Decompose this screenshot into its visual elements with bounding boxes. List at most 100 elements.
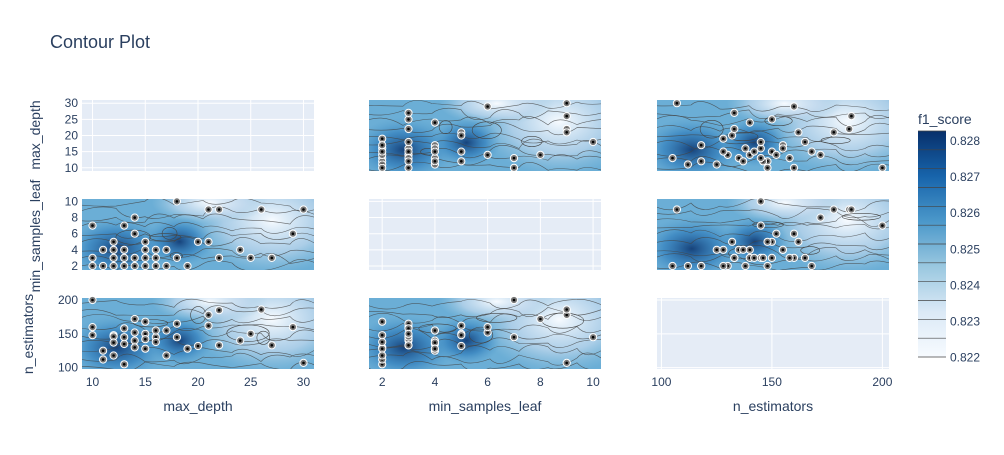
trial-point-center	[730, 240, 734, 244]
trial-point-center	[101, 358, 105, 361]
trial-point-center	[291, 232, 295, 235]
trial-point-center	[881, 166, 884, 170]
trial-point-center	[810, 264, 813, 268]
y-tick-label: 4	[71, 243, 78, 257]
trial-point-center	[91, 298, 94, 302]
trial-point-center	[238, 339, 242, 342]
trial-point-center	[122, 264, 126, 268]
trial-point-center	[819, 216, 822, 219]
trial-point-center	[380, 354, 384, 357]
trial-point-center	[433, 329, 437, 332]
y-axis-title: min_samples_leaf	[27, 179, 43, 292]
trial-point-center	[122, 248, 126, 252]
y-axis-title: n_estimators	[20, 294, 36, 374]
trial-point-center	[803, 140, 807, 144]
trial-point-center	[759, 200, 763, 203]
contour-line	[256, 330, 271, 345]
trial-point-center	[460, 160, 463, 163]
trial-point-center	[101, 264, 105, 268]
x-tick-label: 15	[139, 375, 153, 389]
y-tick-label: 100	[58, 361, 78, 375]
trial-point-center	[380, 333, 384, 337]
contour-fill	[82, 199, 314, 270]
contour-line	[657, 207, 889, 219]
x-tick-label: 30	[297, 375, 311, 389]
x-tick-label: 150	[762, 375, 782, 389]
contour-line	[82, 305, 314, 317]
colorbar-tick-label: 0.824	[950, 278, 980, 292]
contour-line	[657, 222, 889, 230]
trial-point-center	[722, 137, 725, 140]
trial-point-center	[770, 150, 774, 153]
trial-point-center	[217, 256, 221, 260]
trial-point-center	[207, 240, 210, 244]
trial-point-center	[112, 248, 115, 252]
trial-point-center	[686, 264, 690, 268]
contour-fill	[369, 298, 601, 369]
y-tick-label: 6	[71, 227, 78, 241]
trial-point-center	[380, 166, 384, 170]
y-tick-label: 200	[58, 293, 78, 307]
colorbar-title: f1_score	[918, 111, 972, 127]
trial-point-center	[144, 256, 147, 260]
x-tick-label: 10	[586, 375, 600, 389]
trial-point-center	[699, 143, 703, 147]
trial-point-center	[759, 140, 763, 144]
contour-line	[369, 132, 601, 145]
colorbar-tick-label: 0.822	[950, 351, 980, 365]
trial-point-center	[733, 127, 736, 131]
contour-line	[657, 237, 889, 251]
x-axis-title: n_estimators	[733, 398, 813, 414]
y-tick-label: 15	[65, 145, 79, 159]
trial-point-center	[154, 329, 158, 332]
trial-point-center	[722, 264, 725, 268]
contour-line	[82, 352, 314, 365]
trial-point-center	[380, 143, 384, 147]
trial-point-center	[122, 256, 126, 260]
trial-point-center	[591, 140, 595, 144]
trial-point-center	[91, 325, 94, 329]
panel-n_estimators-vs-n_estimators: 100 150 200	[651, 298, 893, 389]
trial-point-center	[154, 335, 158, 339]
trial-point-center	[91, 256, 94, 260]
trial-point-center	[407, 111, 410, 115]
trial-point-center	[733, 256, 736, 260]
trial-point-center	[486, 331, 489, 334]
trial-point-center	[165, 329, 168, 332]
x-tick-label: 6	[484, 375, 491, 389]
colorbar-tick-label: 0.826	[950, 206, 980, 220]
trial-point-center	[671, 264, 674, 268]
colorbar-tick-label: 0.825	[950, 242, 980, 256]
trial-point-center	[407, 160, 410, 163]
trial-point-center	[433, 341, 437, 344]
trial-point-center	[675, 208, 679, 211]
trial-point-center	[165, 248, 168, 252]
trial-point-center	[741, 160, 745, 163]
y-tick-label: 10	[65, 194, 79, 208]
contour-line	[657, 140, 889, 152]
trial-point-center	[302, 208, 305, 211]
trial-point-center	[154, 340, 158, 344]
contour-line	[149, 233, 182, 242]
trial-point-center	[460, 344, 463, 348]
trial-point-center	[165, 264, 168, 268]
contour-line	[699, 120, 724, 139]
x-tick-label: 8	[537, 375, 544, 389]
trial-point-center	[380, 150, 384, 153]
trial-point-center	[715, 163, 718, 166]
trial-point-center	[207, 324, 210, 328]
trial-point-center	[770, 256, 774, 260]
trial-point-center	[407, 332, 410, 336]
x-tick-label: 200	[872, 375, 892, 389]
contour-line	[521, 135, 543, 147]
contour-line	[727, 131, 759, 142]
contour-line	[369, 298, 601, 310]
trial-point-center	[722, 248, 725, 252]
trial-point-center	[133, 232, 136, 235]
trial-point-center	[565, 313, 568, 317]
trial-point-center	[512, 166, 516, 170]
panel-n_estimators-vs-min_samples_leaf: 2 4 6 8 10	[369, 295, 601, 389]
contour-line	[657, 161, 889, 171]
trial-point-center	[699, 264, 703, 268]
